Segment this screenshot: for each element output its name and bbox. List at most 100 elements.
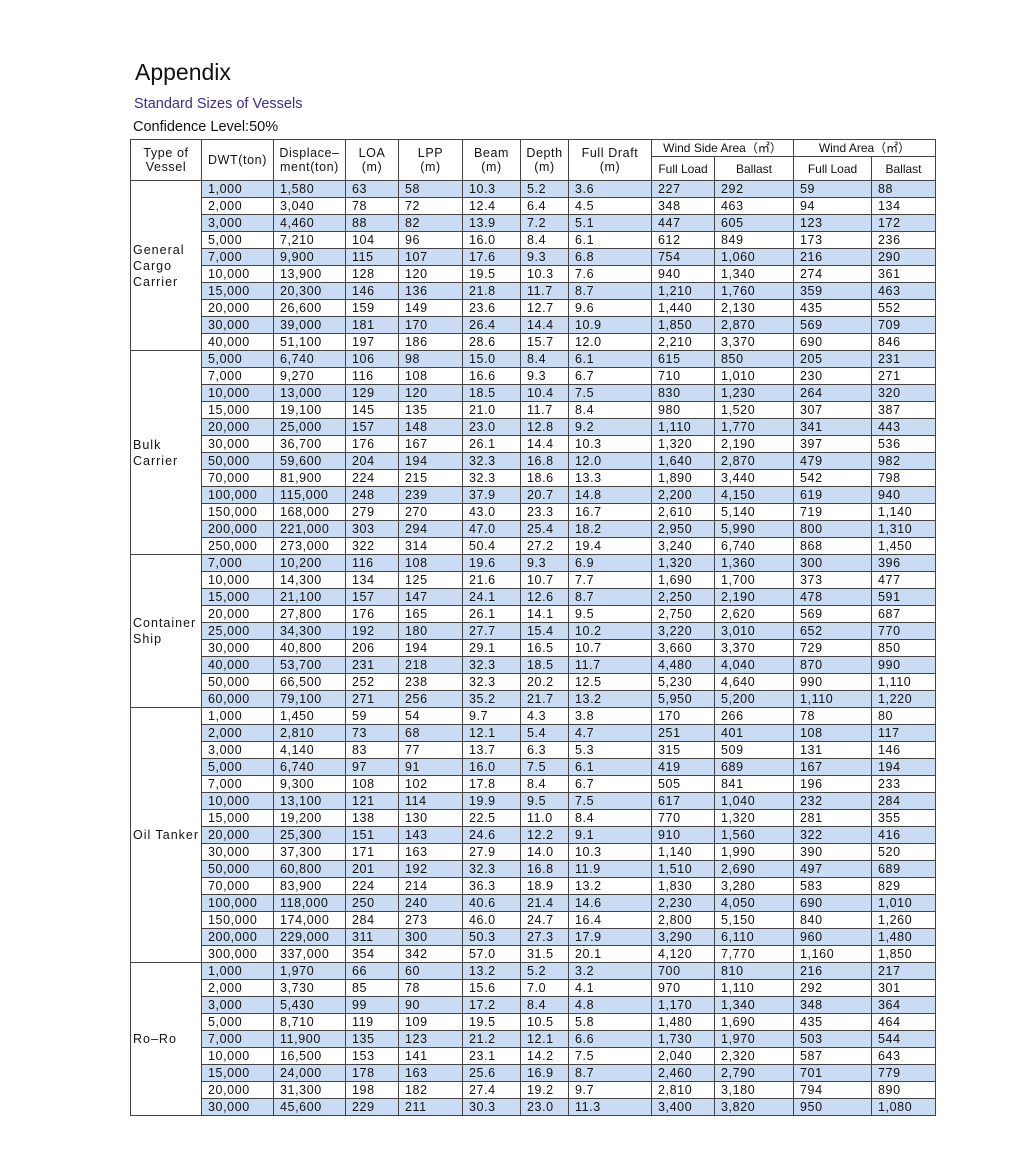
table-cell: 359	[793, 282, 872, 300]
table-cell: 1,970	[273, 962, 346, 980]
table-cell: 11,900	[273, 1030, 346, 1048]
table-row: 2,000 3,730 85 78 15.6 7.0 4.1 970 1,110 292 301	[131, 979, 936, 997]
table-cell: 21,100	[273, 588, 346, 606]
table-cell: 194	[398, 639, 463, 657]
table-cell: 290	[871, 248, 936, 266]
table-cell: 520	[871, 843, 936, 861]
column-header: Type of Vessel	[130, 139, 202, 181]
table-cell: 479	[793, 452, 872, 470]
table-cell: 9.6	[568, 299, 652, 317]
table-row: 30,000 37,300 171 163 27.9 14.0 10.3 1,140 1,990…	[131, 843, 936, 861]
table-cell: 7,000	[201, 248, 274, 266]
table-cell: 14.0	[520, 843, 569, 861]
table-cell: 167	[793, 758, 872, 776]
table-cell: 7,210	[273, 231, 346, 249]
table-cell: 10,200	[273, 554, 346, 572]
table-cell: 6,110	[714, 928, 794, 946]
table-cell: 7,000	[201, 367, 274, 385]
table-cell: 4,140	[273, 741, 346, 759]
table-cell: 587	[793, 1047, 872, 1065]
table-cell: 503	[793, 1030, 872, 1048]
table-cell: 1,510	[651, 860, 715, 878]
table-cell: 149	[398, 299, 463, 317]
table-cell: 7.2	[520, 214, 569, 232]
table-cell: 2,610	[651, 503, 715, 521]
table-cell: 205	[793, 350, 872, 368]
table-cell: 15.0	[462, 350, 521, 368]
table-cell: 17.9	[568, 928, 652, 946]
table-cell: 88	[345, 214, 399, 232]
table-cell: 387	[871, 401, 936, 419]
table-cell: 770	[651, 809, 715, 827]
table-cell: 25,000	[201, 622, 274, 640]
table-row: 5,000 8,710 119 109 19.5 10.5 5.8 1,480 1,690 435…	[131, 1013, 936, 1031]
table-cell: 6.9	[568, 554, 652, 572]
table-cell: 13,000	[273, 384, 346, 402]
table-cell: 10,000	[201, 265, 274, 283]
table-cell: 224	[345, 877, 399, 895]
table-row: 15,000 19,100 145 135 21.0 11.7 8.4 980 1,520 307…	[131, 401, 936, 419]
table-row: 250,000 273,000 322 314 50.4 27.2 19.4 3,240 6,7…	[131, 537, 936, 555]
table-cell: 1,440	[651, 299, 715, 317]
table-cell: 5.2	[520, 962, 569, 980]
table-cell: 256	[398, 690, 463, 708]
table-cell: 25.4	[520, 520, 569, 538]
table-cell: 8.4	[568, 809, 652, 827]
header-row: Full Load Ballast Full Load Ballast	[131, 156, 936, 181]
table-row: 200,000 221,000 303 294 47.0 25.4 18.2 2,950 5,9…	[131, 520, 936, 538]
table-cell: 605	[714, 214, 794, 232]
table-cell: 63	[345, 180, 399, 198]
table-cell: 1,110	[651, 418, 715, 436]
table-cell: 292	[793, 979, 872, 997]
table-cell: 10.5	[520, 1013, 569, 1031]
table-cell: 130	[398, 809, 463, 827]
table-cell: 266	[714, 707, 794, 725]
table-cell: 31,300	[273, 1081, 346, 1099]
table-header: Type of Vessel DWT(ton) Displace– ment(ton…	[130, 139, 936, 181]
confidence-level: Confidence Level:50%	[133, 119, 279, 135]
table-cell: 123	[398, 1030, 463, 1048]
table-cell: 2,800	[651, 911, 715, 929]
table-cell: 1,040	[714, 792, 794, 810]
table-row: Ro–Ro 1,000 1,970 66 60 13.2 5.2 3.2 700 810 216 21…	[130, 962, 936, 1116]
table-cell: 284	[871, 792, 936, 810]
table-cell: 129	[345, 384, 399, 402]
table-cell: 21.0	[462, 401, 521, 419]
table-cell: 40,000	[201, 656, 274, 674]
table-cell: 231	[871, 350, 936, 368]
table-row: 5,000 7,210 104 96 16.0 8.4 6.1 612 849 173 236	[131, 231, 936, 249]
table-cell: 9.1	[568, 826, 652, 844]
table-cell: 248	[345, 486, 399, 504]
table-cell: 463	[871, 282, 936, 300]
table-cell: 552	[871, 299, 936, 317]
table-cell: 300	[398, 928, 463, 946]
table-cell: 26.1	[462, 605, 521, 623]
table-cell: 19.6	[462, 554, 521, 572]
table-cell: 13.2	[568, 690, 652, 708]
table-cell: 416	[871, 826, 936, 844]
table-cell: 9,900	[273, 248, 346, 266]
table-cell: 4.1	[568, 979, 652, 997]
table-cell: 30,000	[201, 316, 274, 334]
table-cell: 16.8	[520, 452, 569, 470]
table-cell: 182	[398, 1081, 463, 1099]
table-cell: 50,000	[201, 452, 274, 470]
table-cell: 9.2	[568, 418, 652, 436]
table-cell: 24.1	[462, 588, 521, 606]
table-cell: 24.6	[462, 826, 521, 844]
table-row: 7,000 9,900 115 107 17.6 9.3 6.8 754 1,060 216 290	[131, 248, 936, 266]
table-cell: 15.4	[520, 622, 569, 640]
vessel-type: Oil Tanker	[130, 707, 202, 963]
table-cell: 6,740	[273, 758, 346, 776]
table-cell: 279	[345, 503, 399, 521]
table-cell: 9.3	[520, 554, 569, 572]
table-cell: 21.8	[462, 282, 521, 300]
table-cell: 264	[793, 384, 872, 402]
table-cell: 5,990	[714, 520, 794, 538]
table-row: Oil Tanker 1,000 1,450 59 54 9.7 4.3 3.8 170 266 7…	[130, 707, 936, 963]
table-cell: 719	[793, 503, 872, 521]
table-cell: 10,000	[201, 1047, 274, 1065]
table-cell: 1,760	[714, 282, 794, 300]
table-row: 20,000 26,600 159 149 23.6 12.7 9.6 1,440 2,130 4…	[131, 299, 936, 317]
table-cell: 12.8	[520, 418, 569, 436]
